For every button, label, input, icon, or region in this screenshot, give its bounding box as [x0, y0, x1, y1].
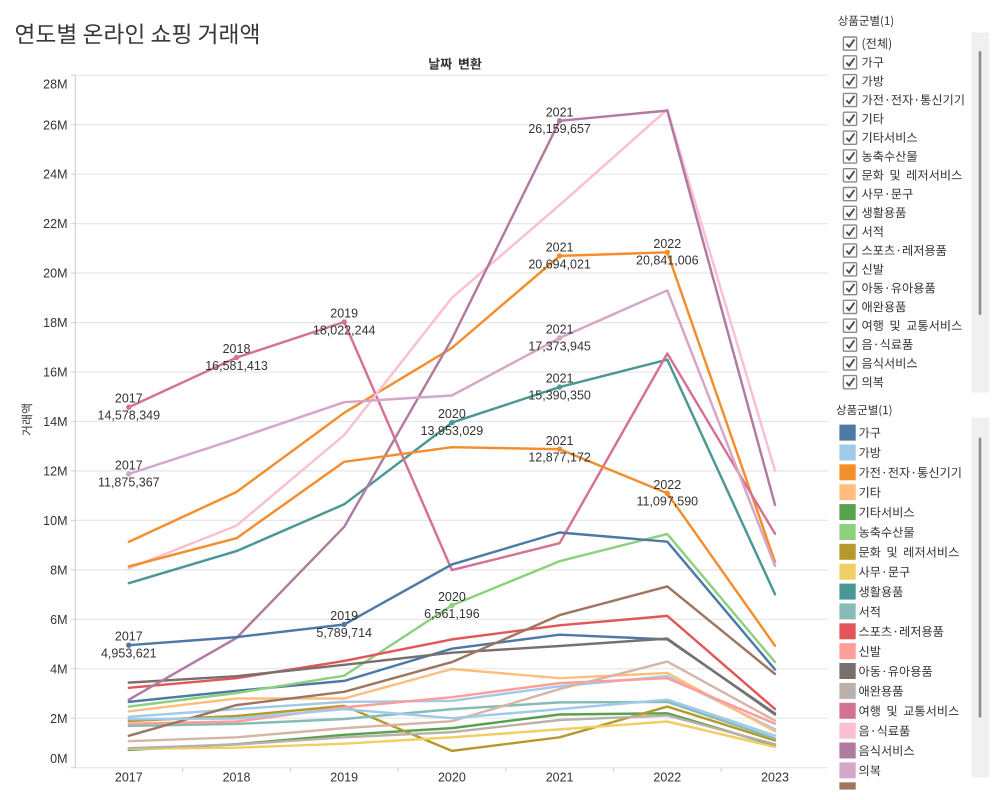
svg-text:4M: 4M: [50, 662, 67, 676]
svg-text:14,578,349: 14,578,349: [98, 409, 161, 423]
svg-text:2018: 2018: [223, 771, 251, 785]
svg-text:17,373,945: 17,373,945: [528, 339, 591, 353]
svg-text:15,390,350: 15,390,350: [528, 388, 591, 402]
svg-text:5,789,714: 5,789,714: [316, 626, 372, 640]
svg-text:2021: 2021: [546, 372, 574, 386]
svg-text:11,875,367: 11,875,367: [98, 475, 160, 489]
svg-text:6,561,196: 6,561,196: [424, 607, 480, 621]
svg-text:2017: 2017: [115, 771, 143, 785]
svg-text:26M: 26M: [43, 118, 67, 132]
svg-text:0M: 0M: [50, 752, 67, 766]
svg-text:2019: 2019: [330, 609, 358, 623]
svg-text:22M: 22M: [43, 217, 67, 231]
svg-text:2021: 2021: [546, 241, 574, 255]
svg-text:2021: 2021: [546, 323, 574, 337]
svg-text:24M: 24M: [43, 168, 67, 182]
svg-text:2021: 2021: [546, 105, 574, 119]
svg-text:2M: 2M: [50, 712, 67, 726]
svg-text:18M: 18M: [43, 316, 67, 330]
svg-text:16,581,413: 16,581,413: [205, 359, 268, 373]
svg-text:20,841,006: 20,841,006: [636, 254, 699, 268]
svg-text:14M: 14M: [43, 415, 67, 429]
svg-text:8M: 8M: [50, 563, 67, 577]
svg-text:2022: 2022: [653, 237, 681, 251]
svg-text:26,159,657: 26,159,657: [528, 122, 591, 136]
svg-text:2021: 2021: [546, 434, 574, 448]
svg-text:2020: 2020: [438, 771, 466, 785]
svg-text:20M: 20M: [43, 267, 67, 281]
svg-text:2022: 2022: [653, 478, 681, 492]
svg-text:2019: 2019: [330, 307, 358, 321]
svg-text:11,097,590: 11,097,590: [636, 495, 698, 509]
svg-text:4,953,621: 4,953,621: [101, 647, 157, 661]
svg-text:13,953,029: 13,953,029: [421, 424, 484, 438]
svg-text:2017: 2017: [115, 392, 143, 406]
svg-text:2023: 2023: [761, 771, 789, 785]
svg-text:18,022,244: 18,022,244: [313, 323, 376, 337]
svg-text:2020: 2020: [438, 590, 466, 604]
svg-text:20,694,021: 20,694,021: [528, 257, 591, 271]
svg-text:12M: 12M: [43, 465, 67, 479]
svg-text:2020: 2020: [438, 407, 466, 421]
svg-text:2018: 2018: [223, 342, 251, 356]
svg-text:2021: 2021: [546, 771, 574, 785]
svg-text:2017: 2017: [115, 630, 143, 644]
svg-text:10M: 10M: [43, 514, 67, 528]
svg-text:2022: 2022: [653, 771, 681, 785]
svg-text:2019: 2019: [330, 771, 358, 785]
svg-text:6M: 6M: [50, 613, 67, 627]
svg-text:12,877,172: 12,877,172: [528, 451, 591, 465]
svg-text:16M: 16M: [43, 366, 67, 380]
svg-text:2017: 2017: [115, 459, 143, 473]
svg-text:28M: 28M: [43, 78, 67, 92]
